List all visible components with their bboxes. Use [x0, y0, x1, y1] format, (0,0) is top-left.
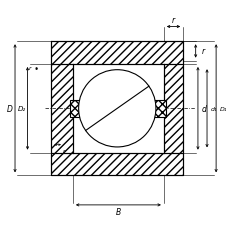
Text: r: r: [171, 16, 174, 25]
Text: D₁: D₁: [218, 106, 226, 111]
Text: r: r: [200, 47, 204, 56]
Text: d: d: [200, 104, 205, 113]
Text: D: D: [6, 104, 12, 113]
Text: B: B: [115, 207, 120, 216]
Text: r: r: [28, 66, 31, 71]
Text: D₂: D₂: [18, 106, 26, 112]
Polygon shape: [153, 100, 165, 117]
Circle shape: [78, 70, 155, 147]
Text: r: r: [63, 148, 65, 153]
Text: d₁: d₁: [210, 106, 216, 111]
Polygon shape: [69, 100, 82, 117]
